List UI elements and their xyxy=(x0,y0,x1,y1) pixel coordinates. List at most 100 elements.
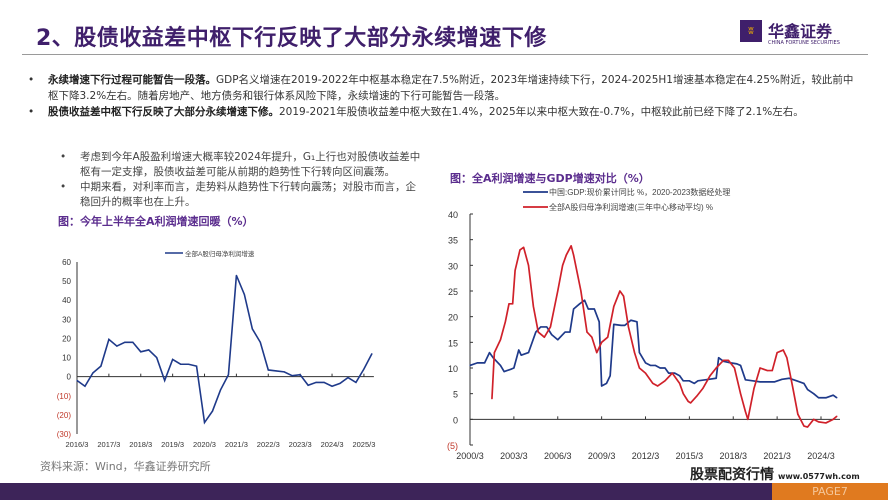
left-y-tick-label: (10) xyxy=(57,392,72,401)
right-data-point xyxy=(570,245,572,247)
left-x-tick-label: 2020/3 xyxy=(193,440,216,449)
right-data-point xyxy=(652,382,654,384)
right-data-point xyxy=(722,359,725,361)
right-data-point xyxy=(518,349,520,351)
right-y-tick-label: 25 xyxy=(448,287,458,297)
right-data-point xyxy=(702,387,704,390)
right-data-point xyxy=(527,352,530,354)
right-data-point xyxy=(605,382,608,384)
left-data-point xyxy=(156,356,158,359)
right-data-point xyxy=(654,364,656,367)
right-data-point xyxy=(688,380,690,382)
right-data-point xyxy=(803,382,805,384)
left-series-line xyxy=(76,275,373,425)
right-data-point xyxy=(564,331,566,333)
right-x-tick-label: 2009/3 xyxy=(588,451,616,461)
right-data-point xyxy=(510,368,513,370)
right-data-point xyxy=(832,394,834,396)
left-data-point xyxy=(371,353,373,355)
right-x-tick-label: 2000/3 xyxy=(456,451,484,461)
right-data-point xyxy=(520,354,522,356)
right-data-point xyxy=(792,387,794,390)
right-data-point xyxy=(619,290,621,292)
right-x-tick-label: 2018/3 xyxy=(719,451,747,461)
right-data-point xyxy=(739,393,742,395)
left-x-tick-label: 2018/3 xyxy=(129,440,152,449)
footer-bar xyxy=(0,483,888,500)
left-y-tick-label: 30 xyxy=(62,315,71,324)
right-data-point xyxy=(549,326,552,328)
right-data-point xyxy=(499,364,502,367)
source-note: 资料来源：Wind，华鑫证券研究所 xyxy=(40,460,211,473)
left-data-point xyxy=(211,410,214,412)
right-data-point xyxy=(836,415,838,417)
right-data-point xyxy=(572,308,575,310)
left-data-point xyxy=(172,358,174,361)
bullet-2-text: 2019-2021年股债收益差中枢大致在1.4%，2025年以来中枢大致在-0.… xyxy=(279,106,804,118)
left-y-tick-label: 50 xyxy=(62,277,71,286)
right-data-point xyxy=(836,397,838,399)
left-data-point xyxy=(299,374,301,376)
right-data-point xyxy=(664,367,666,369)
right-data-point xyxy=(668,372,670,374)
left-data-point xyxy=(148,349,150,351)
bullet-2-heading: 股债收益差中枢下行反映了大部分永续增速下修。 xyxy=(48,106,279,118)
right-data-point xyxy=(817,421,820,423)
left-y-tick-label: 20 xyxy=(62,334,71,343)
right-data-point xyxy=(718,357,720,359)
right-data-point xyxy=(523,246,525,248)
left-data-point xyxy=(132,341,134,343)
right-data-point xyxy=(508,303,510,305)
left-data-point xyxy=(291,375,293,377)
right-data-point xyxy=(572,254,575,256)
watermark: 股票配资行情 www.0577wh.com xyxy=(690,466,860,485)
left-data-point xyxy=(124,341,126,343)
right-data-point xyxy=(786,357,788,359)
right-data-point xyxy=(771,369,773,372)
left-y-tick-label: 0 xyxy=(67,373,72,382)
right-data-point xyxy=(596,352,598,354)
right-data-point xyxy=(613,305,615,307)
top-bullets: • 永续增速下行过程可能暂告一段落。GDP名义增速在2019-2022年中枢基本稳… xyxy=(28,72,858,120)
right-data-point xyxy=(537,331,539,333)
left-data-point xyxy=(76,379,78,382)
right-data-point xyxy=(693,382,695,384)
right-x-tick-label: 2024/3 xyxy=(807,451,835,461)
logo-name: 华鑫证券 xyxy=(768,22,833,41)
left-data-point xyxy=(363,368,365,370)
right-x-tick-label: 2006/3 xyxy=(544,451,572,461)
right-y-tick-label: 20 xyxy=(448,313,458,323)
right-data-point xyxy=(796,380,798,382)
page-number: PAGE7 xyxy=(772,483,888,500)
right-data-point xyxy=(613,323,615,325)
left-bullet-1: • 考虑到今年A股盈利增速大概率较2024年提升，G₁上行也对股债收益差中枢有一定… xyxy=(60,151,421,178)
bullet-1-text: GDP名义增速在2019-2022年中枢基本稳定在7.5%附近，2023年增速持… xyxy=(48,74,854,102)
right-data-point xyxy=(659,367,661,369)
right-y-tick-label: 10 xyxy=(448,364,458,374)
left-data-point xyxy=(187,363,190,365)
right-data-point xyxy=(514,269,516,272)
right-data-point xyxy=(491,398,493,400)
right-data-point xyxy=(813,393,815,395)
right-data-point xyxy=(715,367,717,369)
right-data-point xyxy=(622,295,625,297)
right-y-tick-label: 0 xyxy=(453,415,458,425)
brand-logo: ʬ 华鑫证券 CHINA FORTUNE SECURITIES xyxy=(740,18,865,52)
left-bullet-1-text: 考虑到今年A股盈利增速大概率较2024年提升，G₁上行也对股债收益差中枢有一定支… xyxy=(80,151,421,178)
right-data-point xyxy=(532,305,534,307)
right-y-tick-label: 30 xyxy=(448,261,458,271)
right-data-point xyxy=(759,367,761,369)
right-data-point xyxy=(679,375,681,377)
left-data-point xyxy=(339,382,341,384)
left-data-point xyxy=(219,389,222,391)
left-x-tick-label: 2023/3 xyxy=(289,440,312,449)
right-data-point xyxy=(469,364,471,367)
left-data-point xyxy=(203,421,206,424)
right-data-point xyxy=(579,303,581,305)
right-data-point xyxy=(504,321,506,323)
right-x-tick-label: 2003/3 xyxy=(500,451,528,461)
right-data-point xyxy=(562,264,564,266)
right-y-tick-label: (5) xyxy=(447,441,458,451)
left-column: • 考虑到今年A股盈利增速大概率较2024年提升，G₁上行也对股债收益差中枢有一定… xyxy=(58,150,425,229)
right-data-point xyxy=(607,336,609,338)
